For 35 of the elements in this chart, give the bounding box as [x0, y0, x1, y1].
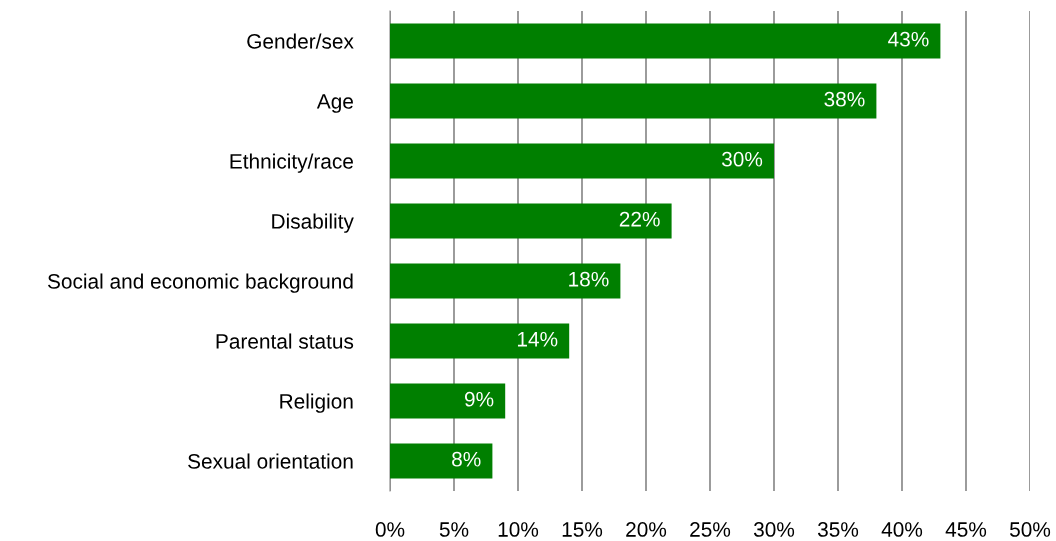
x-tick-label: 40% [881, 522, 923, 537]
bar [390, 83, 877, 119]
x-tick-label: 45% [945, 522, 987, 537]
bar [390, 263, 621, 299]
data-label: 9% [464, 391, 494, 407]
x-tick-label: 50% [1009, 522, 1051, 537]
x-tick-label: 25% [690, 522, 731, 537]
y-tick-label: Ethnicity/race [230, 153, 353, 173]
bar [390, 383, 506, 419]
y-tick-label: Age [316, 94, 353, 113]
x-tick-label: 35% [817, 522, 859, 537]
data-label: 14% [517, 331, 558, 347]
bar [390, 203, 672, 239]
y-tick-label: Disability [272, 213, 354, 233]
data-label: 18% [569, 271, 609, 287]
y-tick-label: Religion [280, 393, 353, 413]
y-tick-label: Gender/sex [247, 33, 354, 49]
bar [390, 323, 570, 359]
data-label: 30% [721, 151, 763, 167]
data-label: 43% [888, 31, 929, 47]
bar [390, 23, 941, 59]
x-tick-label: 30% [753, 522, 795, 537]
y-tick-label: Social and economic background [47, 273, 353, 293]
x-tick-label: 10% [498, 522, 539, 537]
x-tick-label: 5% [439, 522, 469, 537]
x-tick-label: 20% [626, 522, 667, 537]
y-tick-label: Parental status [216, 333, 354, 349]
bar [390, 443, 493, 479]
y-tick-label: Sexual orientation [188, 453, 353, 469]
data-label: 8% [452, 451, 481, 467]
bar [390, 143, 774, 179]
x-tick-label: 0% [375, 522, 405, 537]
x-tick-label: 15% [562, 522, 603, 537]
data-label: 22% [619, 211, 660, 227]
data-label: 38% [824, 91, 865, 107]
